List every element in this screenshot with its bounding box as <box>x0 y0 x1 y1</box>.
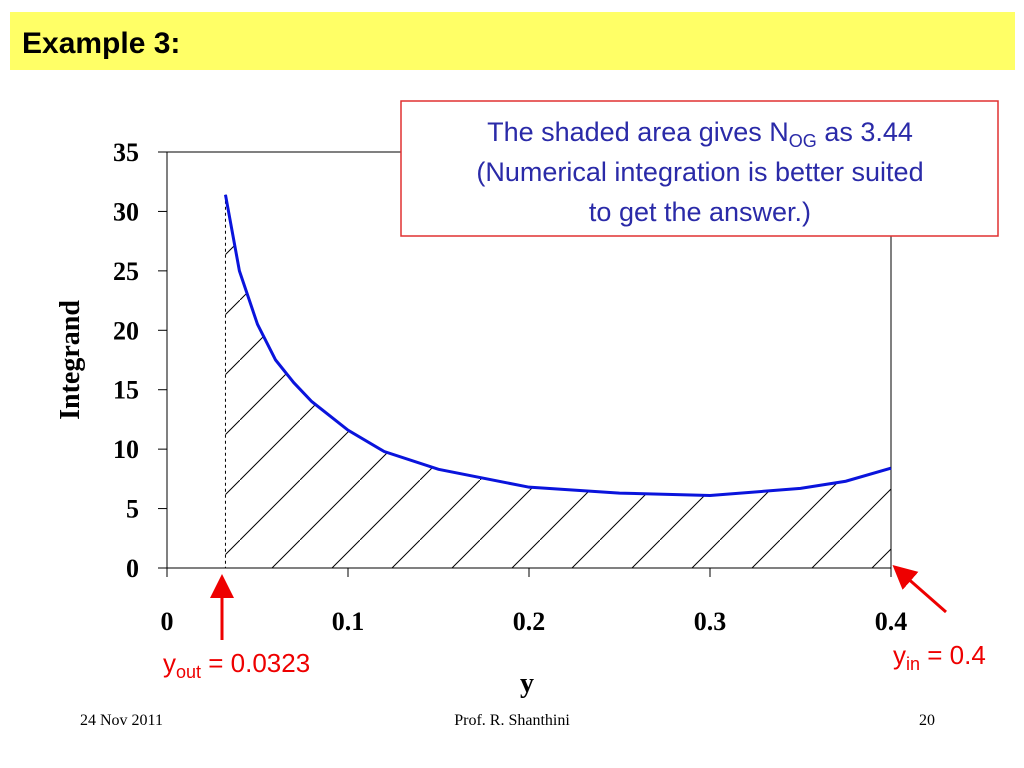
y-tick-label: 35 <box>113 138 139 167</box>
note-text: (Numerical integration is better suited <box>476 157 923 187</box>
x-tick-label: 0 <box>161 607 174 636</box>
shaded-area <box>225 194 891 568</box>
arrow <box>892 565 947 614</box>
note-text: to get the answer.) <box>589 197 811 227</box>
x-tick-label: 0.4 <box>875 607 908 636</box>
x-tick-label: 0.1 <box>332 607 365 636</box>
y-tick-label: 10 <box>113 435 139 464</box>
y-tick-label: 0 <box>126 554 139 583</box>
note-box <box>400 100 999 237</box>
y-tick-label: 15 <box>113 376 139 405</box>
footer-page: 20 <box>919 712 935 729</box>
y-tick-label: 20 <box>113 316 139 345</box>
y-tick-label: 25 <box>113 257 139 286</box>
y-axis-label: Integrand <box>55 300 86 420</box>
x-axis-label: y <box>520 668 534 699</box>
y-tick-label: 5 <box>126 495 139 524</box>
plot: 0 5 10 15 20 25 30 35 0 0.1 0.2 0.3 0.4 y Integrand <box>55 138 907 699</box>
footer-author: Prof. R. Shanthini <box>454 712 570 729</box>
annotation: yout = 0.0323 <box>163 648 310 682</box>
y-tick-label: 30 <box>113 197 139 226</box>
note-text: The shaded area gives NOG as 3.44 <box>487 117 913 151</box>
x-tick-label: 0.2 <box>513 607 546 636</box>
title-bar <box>10 12 1015 70</box>
slide-title: Example 3: <box>22 27 180 60</box>
curve <box>223 194 892 497</box>
x-tick-label: 0.3 <box>694 607 727 636</box>
annotation: yin = 0.4 <box>893 640 986 674</box>
footer-date: 24 Nov 2011 <box>80 712 163 729</box>
